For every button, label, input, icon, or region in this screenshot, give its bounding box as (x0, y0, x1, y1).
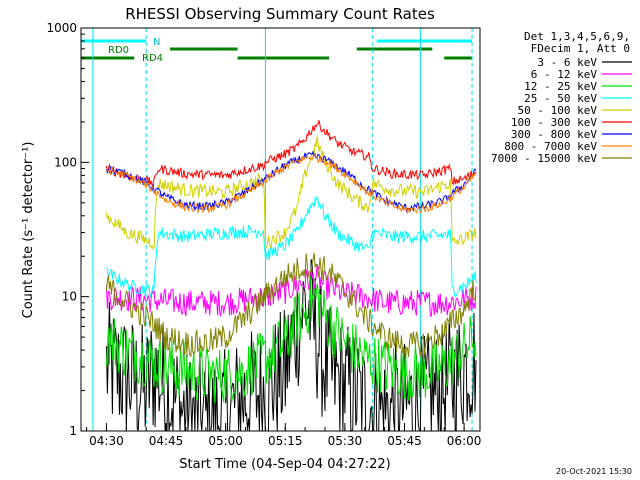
footer-date: 20-Oct-2021 15:30 (556, 467, 632, 476)
series-line (105, 120, 477, 188)
y-axis-label: Count Rate (s⁻¹ detector⁻¹) (21, 142, 36, 319)
y-tick-label: 10 (62, 290, 77, 304)
series-line (105, 275, 477, 404)
y-axis-ticks: 1 10 100 1000 (46, 21, 89, 438)
x-tick-label: 05:00 (208, 434, 243, 448)
x-tick-label: 05:15 (268, 434, 303, 448)
series-line (105, 136, 477, 250)
legend-entry-label: 12 - 25 keV (524, 80, 597, 93)
legend-entry-label: 800 - 7000 keV (504, 140, 597, 153)
state-label-rd0: RD0 (108, 45, 129, 56)
plot-frame (80, 27, 481, 432)
legend-entry-label: 300 - 800 keV (511, 128, 597, 141)
x-tick-label: 05:30 (328, 434, 363, 448)
state-label-n: N (153, 37, 160, 48)
series-line (106, 196, 477, 298)
legend-entry-label: 50 - 100 keV (518, 104, 598, 117)
legend-entry-label: 3 - 6 keV (537, 56, 597, 69)
chart-title: RHESSI Observing Summary Count Rates (125, 5, 435, 23)
legend: Det 1,3,4,5,6,9, FDecim 1, Att 0 3 - 6 k… (491, 30, 632, 165)
x-tick-label: 06:00 (447, 434, 482, 448)
observing-state-bars (81, 39, 473, 60)
state-label-rd4: RD4 (142, 53, 163, 64)
legend-header-detectors: Det 1,3,4,5,6,9, (524, 30, 630, 43)
y-tick-label: 100 (54, 155, 77, 169)
series-line (105, 150, 477, 213)
x-tick-label: 04:30 (89, 434, 124, 448)
x-tick-label: 04:45 (149, 434, 184, 448)
legend-entry-label: 25 - 50 keV (524, 92, 597, 105)
x-axis-label: Start Time (04-Sep-04 04:27:22) (179, 457, 390, 472)
series-line (106, 154, 477, 215)
legend-entry-label: 7000 - 15000 keV (491, 152, 597, 165)
series-line (105, 263, 477, 317)
y-tick-label: 1000 (46, 21, 77, 35)
legend-entry-label: 100 - 300 keV (511, 116, 597, 129)
x-axis-ticks: 04:30 04:45 05:00 05:15 05:30 05:45 06:00 (86, 423, 482, 448)
legend-header-decimation: FDecim 1, Att 0 (531, 42, 630, 55)
legend-entry-label: 6 - 12 keV (531, 68, 598, 81)
x-tick-label: 05:45 (387, 434, 422, 448)
y-tick-label: 1 (69, 424, 77, 438)
series-line (105, 252, 477, 359)
